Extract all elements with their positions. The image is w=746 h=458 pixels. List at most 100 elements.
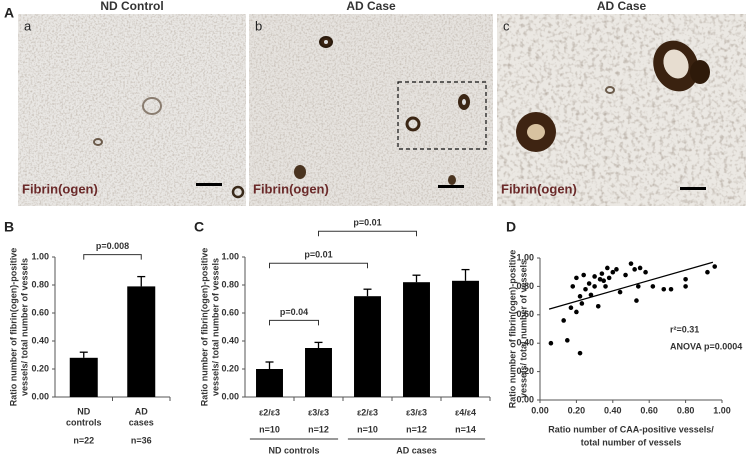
x-tick-label: 0.60 bbox=[640, 405, 658, 415]
data-point bbox=[574, 309, 579, 315]
y-tick-label: 0.00 bbox=[31, 391, 49, 401]
y-tick-label: 0.60 bbox=[31, 307, 49, 317]
x-tick-label: ε2/ε3 bbox=[357, 407, 378, 417]
micrograph-title: AD Case bbox=[346, 0, 396, 13]
y-axis-label: vessels/ total number of vessels bbox=[518, 260, 528, 398]
stain-label: Fibrin(ogen) bbox=[253, 181, 329, 196]
y-tick-label: 0.80 bbox=[221, 279, 239, 289]
data-point bbox=[603, 284, 608, 289]
stain-label: Fibrin(ogen) bbox=[22, 181, 98, 196]
micrograph-letter: c bbox=[503, 18, 510, 33]
data-point bbox=[610, 269, 616, 275]
data-point bbox=[595, 303, 601, 309]
data-point bbox=[597, 277, 603, 282]
y-tick-label: 0.00 bbox=[516, 394, 534, 404]
annotation: r²=0.31 bbox=[670, 324, 699, 334]
x-tick-label: 0.80 bbox=[677, 405, 695, 415]
annotation: ANOVA p=0.0004 bbox=[670, 341, 742, 351]
bar bbox=[354, 296, 381, 397]
panel-label: B bbox=[4, 219, 14, 235]
x-tick-label: ε4/ε4 bbox=[455, 407, 476, 417]
data-point bbox=[601, 278, 606, 284]
data-point bbox=[583, 286, 588, 292]
significance-bracket bbox=[269, 262, 368, 269]
y-axis-label: vessels/ total number of vessels bbox=[19, 258, 29, 396]
micrograph-title: AD Case bbox=[597, 0, 647, 13]
bar bbox=[69, 357, 98, 397]
group-label: AD cases bbox=[396, 445, 437, 455]
y-tick-label: 1.00 bbox=[221, 251, 239, 261]
n-label: n=12 bbox=[308, 424, 329, 434]
micrograph bbox=[249, 14, 493, 206]
data-point bbox=[577, 294, 583, 299]
bar bbox=[403, 282, 430, 397]
x-tick-label: ε3/ε3 bbox=[406, 407, 427, 417]
significance-label: p=0.008 bbox=[96, 241, 129, 251]
y-axis-label: vessels/ total number of vessels bbox=[210, 258, 220, 396]
data-point bbox=[565, 338, 570, 343]
y-tick-label: 1.00 bbox=[516, 252, 534, 262]
data-point bbox=[650, 284, 656, 289]
y-tick-label: 0.40 bbox=[221, 335, 239, 345]
data-point bbox=[561, 318, 566, 323]
data-point bbox=[668, 286, 674, 292]
data-point bbox=[643, 269, 648, 275]
data-point bbox=[574, 275, 579, 281]
x-tick-label: 0.20 bbox=[568, 405, 586, 415]
data-point bbox=[592, 284, 597, 289]
data-point bbox=[605, 265, 610, 271]
data-point bbox=[606, 275, 612, 281]
n-label: n=12 bbox=[406, 424, 427, 434]
x-tick-label: 0.00 bbox=[531, 405, 549, 415]
data-point bbox=[568, 305, 574, 311]
y-tick-label: 0.20 bbox=[221, 363, 239, 373]
x-tick-label: cases bbox=[129, 417, 154, 427]
data-point bbox=[661, 286, 667, 292]
y-axis-label: Ratio number of fibrin(ogen)-positive bbox=[8, 248, 18, 407]
panel-label: D bbox=[506, 219, 516, 235]
group-label: ND controls bbox=[268, 445, 319, 455]
data-point bbox=[623, 272, 628, 278]
x-tick-label: ε2/ε3 bbox=[259, 407, 280, 417]
n-label: n=22 bbox=[73, 435, 94, 445]
stain-label: Fibrin(ogen) bbox=[501, 181, 577, 196]
x-tick-label: AD bbox=[135, 406, 148, 416]
bar bbox=[452, 280, 479, 397]
n-label: n=14 bbox=[455, 424, 476, 434]
data-point bbox=[588, 292, 594, 298]
bar bbox=[305, 348, 332, 397]
y-tick-label: 0.40 bbox=[31, 335, 49, 345]
data-point bbox=[617, 289, 623, 295]
x-tick-label: ε3/ε3 bbox=[308, 407, 329, 417]
data-point bbox=[712, 264, 718, 269]
micrograph-title: ND Control bbox=[100, 0, 163, 13]
data-point bbox=[577, 350, 583, 356]
y-tick-label: 0.00 bbox=[221, 391, 239, 401]
panel-label: A bbox=[4, 5, 14, 21]
data-point bbox=[635, 284, 641, 289]
bar bbox=[256, 369, 283, 397]
y-tick-label: 1.00 bbox=[31, 251, 49, 261]
bar bbox=[127, 286, 156, 397]
y-axis-label: Ratio number of fibrin(ogen)-positive bbox=[507, 250, 517, 409]
n-label: n=10 bbox=[357, 424, 378, 434]
data-point bbox=[683, 284, 688, 289]
data-point bbox=[614, 267, 619, 272]
data-point bbox=[599, 271, 605, 276]
y-tick-label: 0.60 bbox=[516, 309, 534, 319]
significance-bracket bbox=[83, 254, 142, 260]
y-axis-label: Ratio number of fibrin(ogen)-positive bbox=[199, 248, 209, 407]
x-tick-label: ND bbox=[77, 406, 90, 416]
x-axis-label: Ratio number of CAA-positive vessels/ bbox=[548, 424, 714, 434]
fit-line bbox=[548, 261, 714, 310]
x-tick-label: 1.00 bbox=[713, 405, 731, 415]
data-point bbox=[579, 301, 585, 306]
micrograph bbox=[18, 14, 246, 206]
significance-bracket bbox=[318, 230, 417, 237]
y-tick-label: 0.20 bbox=[31, 363, 49, 373]
x-tick-label: controls bbox=[66, 417, 102, 427]
x-axis-label: total number of vessels bbox=[581, 437, 682, 447]
data-point bbox=[628, 261, 634, 266]
data-point bbox=[637, 265, 643, 271]
